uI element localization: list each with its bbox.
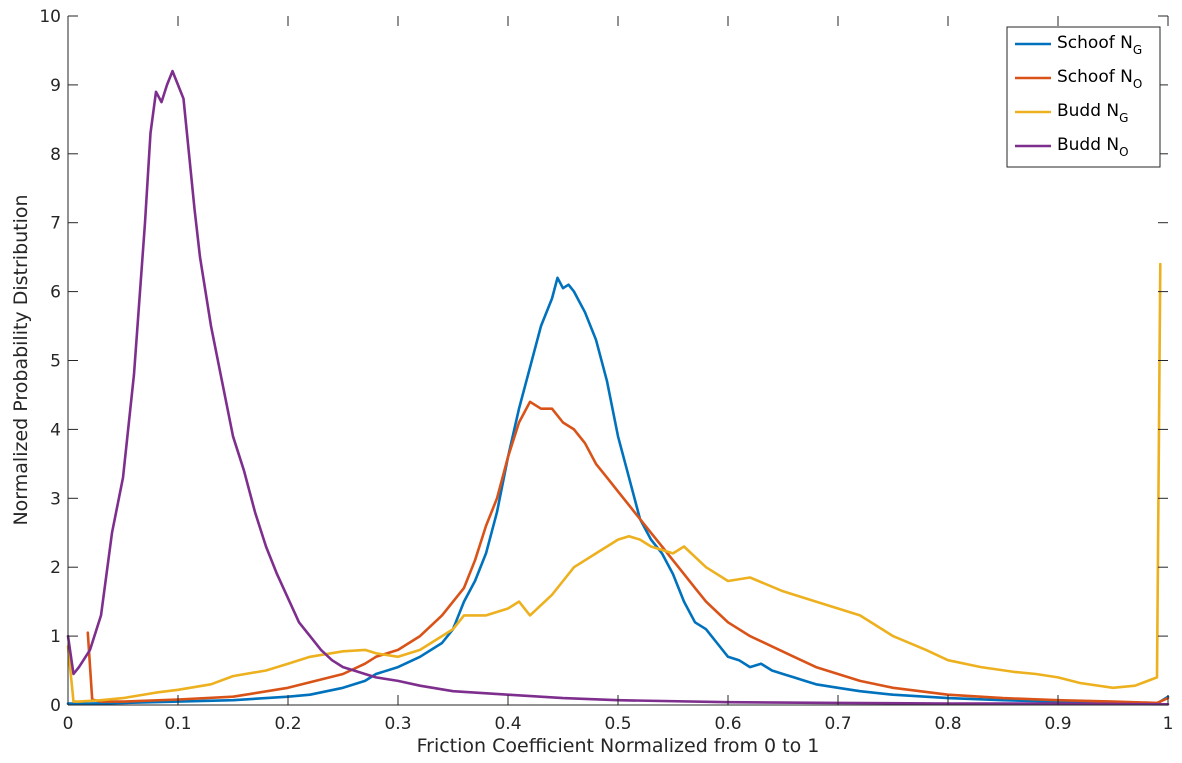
plot-background	[68, 16, 1168, 705]
ticks-layer: 0 0.1 0.2 0.3 0.4 0.5 0.6 0.7 0.8 0.9 101234567891…	[39, 7, 1173, 734]
series-line-2	[86, 400, 1170, 705]
x-tick-label: 0.5	[604, 714, 631, 734]
y-tick-label: 0	[50, 696, 61, 716]
x-tick-label: 1	[1163, 714, 1174, 734]
series-layer	[66, 69, 1170, 706]
x-tick-label: 0.7	[824, 714, 851, 734]
y-tick-label: 7	[50, 214, 61, 234]
x-tick-label: 0.1	[164, 714, 191, 734]
y-tick-label: 6	[50, 283, 61, 303]
y-tick-label: 8	[50, 145, 61, 165]
y-tick-label: 10	[39, 7, 61, 27]
legend-subscript: G	[1119, 111, 1128, 125]
x-tick-label: 0.6	[714, 714, 741, 734]
series-line-4	[66, 69, 1170, 706]
x-tick-label: 0.3	[384, 714, 411, 734]
x-tick-label: 0	[63, 714, 74, 734]
y-tick-label: 1	[50, 627, 61, 647]
legend-subscript: O	[1133, 77, 1142, 91]
y-axis-title: Normalized Probability Distribution	[10, 194, 32, 525]
x-axis-title: Friction Coefficient Normalized from 0 t…	[417, 735, 820, 757]
x-tick-label: 0.8	[934, 714, 961, 734]
legend-box	[1006, 26, 1161, 168]
y-tick-label: 2	[50, 558, 61, 578]
x-tick-label: 0.4	[494, 714, 521, 734]
y-tick-label: 9	[50, 76, 61, 96]
series-line-3	[66, 262, 1162, 703]
x-tick-label: 0.9	[1044, 714, 1071, 734]
y-tick-label: 3	[50, 489, 61, 509]
y-tick-label: 4	[50, 420, 61, 440]
legend-subscript: O	[1119, 145, 1128, 159]
x-tick-label: 0.2	[274, 714, 301, 734]
y-tick-label: 5	[50, 352, 61, 372]
legend-subscript: G	[1133, 43, 1142, 57]
